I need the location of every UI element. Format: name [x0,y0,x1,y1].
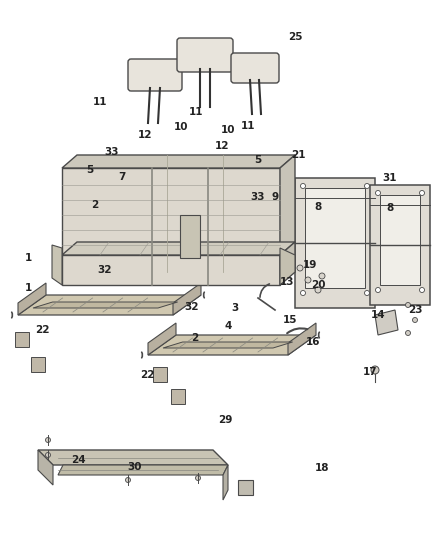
Text: 1: 1 [25,283,32,293]
Text: 32: 32 [185,302,199,312]
Polygon shape [280,155,295,255]
Text: 33: 33 [105,147,119,157]
Ellipse shape [375,190,381,196]
Polygon shape [163,342,293,348]
Text: 21: 21 [291,150,305,160]
Polygon shape [171,389,185,404]
Polygon shape [38,450,228,465]
Text: 8: 8 [386,203,394,213]
Ellipse shape [371,366,379,374]
Polygon shape [173,283,201,315]
Polygon shape [148,335,316,355]
Text: 11: 11 [189,107,203,117]
Polygon shape [370,185,430,305]
Text: 5: 5 [86,165,94,175]
Text: 33: 33 [251,192,265,202]
Text: 3: 3 [231,303,239,313]
Text: 9: 9 [272,192,279,202]
Text: 19: 19 [303,260,317,270]
Polygon shape [238,480,253,495]
Text: 2: 2 [92,200,99,210]
Ellipse shape [46,438,50,442]
Ellipse shape [413,318,417,322]
Text: 18: 18 [315,463,329,473]
Text: 22: 22 [35,325,49,335]
Text: 14: 14 [371,310,385,320]
Polygon shape [52,245,62,285]
Text: 10: 10 [221,125,235,135]
Text: 1: 1 [25,253,32,263]
Polygon shape [280,248,295,285]
Ellipse shape [420,287,424,293]
Polygon shape [180,215,200,258]
Ellipse shape [46,453,50,457]
Polygon shape [62,155,295,168]
Text: 31: 31 [383,173,397,183]
FancyBboxPatch shape [128,59,182,91]
Ellipse shape [319,273,325,279]
Ellipse shape [195,475,201,481]
Polygon shape [18,295,201,315]
Polygon shape [375,310,398,335]
Text: 23: 23 [408,305,422,315]
Text: 12: 12 [215,141,229,151]
Ellipse shape [406,303,410,308]
Polygon shape [288,323,316,355]
Text: 20: 20 [311,280,325,290]
Polygon shape [31,357,45,372]
Ellipse shape [420,190,424,196]
Text: 12: 12 [138,130,152,140]
Ellipse shape [375,287,381,293]
Ellipse shape [297,265,303,271]
Text: 13: 13 [280,277,294,287]
Polygon shape [62,255,280,285]
Polygon shape [62,242,295,255]
FancyBboxPatch shape [231,53,279,83]
Text: 29: 29 [218,415,232,425]
Polygon shape [15,332,29,347]
Text: 8: 8 [314,202,321,212]
Ellipse shape [315,287,321,293]
Polygon shape [148,323,176,355]
Text: 11: 11 [93,97,107,107]
Text: 4: 4 [224,321,232,331]
Text: 11: 11 [241,121,255,131]
Ellipse shape [364,183,370,189]
Polygon shape [380,195,420,285]
Text: 30: 30 [128,462,142,472]
Ellipse shape [300,183,305,189]
Text: 10: 10 [174,122,188,132]
Text: 7: 7 [118,172,126,182]
Polygon shape [305,188,365,288]
Text: 25: 25 [288,32,302,42]
Ellipse shape [305,277,311,283]
Text: 32: 32 [98,265,112,275]
Polygon shape [33,302,177,308]
Ellipse shape [364,290,370,295]
Ellipse shape [406,330,410,335]
Text: 5: 5 [254,155,261,165]
Polygon shape [223,465,228,500]
FancyBboxPatch shape [177,38,233,72]
Polygon shape [58,465,228,475]
Polygon shape [62,168,280,255]
Text: 24: 24 [71,455,85,465]
Polygon shape [295,178,375,308]
Text: 17: 17 [363,367,377,377]
Polygon shape [153,367,167,382]
Ellipse shape [300,290,305,295]
Polygon shape [280,242,295,285]
Polygon shape [38,450,53,485]
Text: 15: 15 [283,315,297,325]
Text: 2: 2 [191,333,198,343]
Ellipse shape [126,478,131,482]
Text: 16: 16 [306,337,320,347]
Text: 22: 22 [140,370,154,380]
Polygon shape [18,283,46,315]
